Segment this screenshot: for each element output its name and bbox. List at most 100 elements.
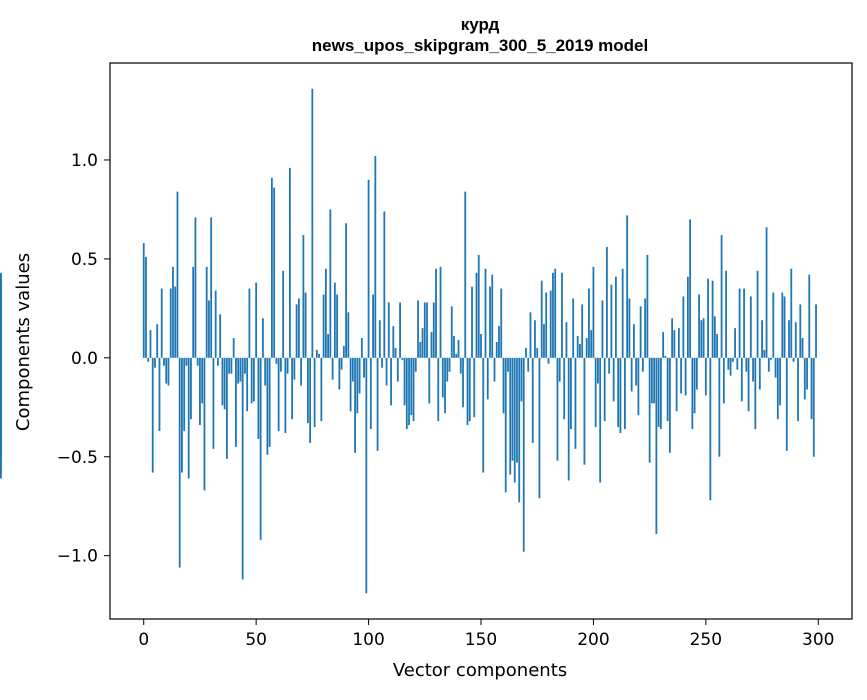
- bar-135: [446, 357, 449, 382]
- bar-356: [0, 286, 2, 358]
- bar-223: [644, 298, 647, 358]
- x-tick-label-6: 300: [802, 630, 834, 650]
- bar-74: [309, 357, 312, 443]
- bars-group: [0, 88, 817, 594]
- bar-117: [405, 357, 408, 430]
- bar-46: [246, 357, 249, 412]
- bar-18: [183, 357, 186, 432]
- bar-213: [621, 268, 624, 358]
- bar-0: [142, 243, 145, 358]
- bar-116: [403, 357, 406, 406]
- bar-287: [788, 320, 790, 358]
- bar-128: [430, 332, 433, 358]
- bar-20: [187, 357, 190, 479]
- bar-10: [165, 357, 168, 384]
- bar-6: [156, 324, 159, 358]
- bar-169: [522, 357, 525, 552]
- bar-161: [504, 357, 507, 493]
- bar-97: [360, 338, 363, 358]
- bar-180: [547, 357, 550, 364]
- bar-232: [664, 355, 667, 358]
- bar-183: [554, 268, 557, 358]
- bar-79: [320, 357, 323, 422]
- bar-195: [581, 304, 584, 358]
- bar-145: [468, 357, 471, 422]
- bar-108: [385, 357, 388, 386]
- bar-71: [302, 235, 305, 358]
- bar-93: [351, 357, 354, 382]
- bar-111: [392, 326, 395, 358]
- bar-260: [727, 357, 730, 370]
- bar-150: [480, 334, 482, 358]
- bar-197: [585, 338, 588, 358]
- bar-267: [743, 288, 745, 358]
- bar-43: [239, 357, 242, 382]
- bar-33: [217, 357, 219, 366]
- bar-278: [767, 357, 770, 372]
- x-axis-label: Vector components: [393, 660, 567, 681]
- bar-12: [169, 288, 172, 358]
- bar-258: [722, 357, 725, 404]
- bar-280: [772, 292, 775, 358]
- bar-170: [525, 347, 527, 358]
- bar-30: [210, 217, 213, 358]
- bar-154: [489, 286, 491, 358]
- bar-151: [482, 357, 485, 473]
- bar-132: [439, 266, 442, 358]
- bar-179: [545, 292, 548, 358]
- bar-218: [633, 324, 635, 358]
- bar-293: [801, 338, 804, 358]
- bar-26: [201, 357, 204, 404]
- bar-49: [253, 357, 255, 402]
- bar-245: [693, 357, 696, 414]
- bar-159: [500, 288, 503, 358]
- bar-59: [275, 357, 278, 364]
- bar-296: [808, 274, 811, 358]
- bar-96: [358, 357, 361, 394]
- bar-155: [491, 274, 494, 358]
- bar-106: [381, 357, 383, 368]
- bar-112: [394, 347, 397, 358]
- bar-294: [803, 357, 806, 400]
- bar-201: [594, 357, 597, 428]
- y-tick-label-4: 1.0: [71, 151, 98, 171]
- bar-238: [677, 328, 680, 358]
- bar-32: [214, 290, 217, 358]
- bar-286: [785, 357, 788, 451]
- bar-102: [372, 294, 374, 358]
- bar-58: [273, 187, 276, 358]
- bar-259: [725, 270, 727, 358]
- bar-136: [448, 357, 451, 372]
- bar-45: [244, 357, 246, 374]
- bar-55: [266, 357, 269, 455]
- bar-27: [203, 357, 206, 491]
- bar-255: [716, 334, 718, 358]
- bar-109: [387, 302, 390, 358]
- bar-62: [282, 270, 285, 358]
- bar-212: [619, 357, 622, 434]
- bar-263: [734, 328, 736, 358]
- bar-251: [707, 278, 709, 358]
- x-tick-label-3: 150: [465, 630, 497, 650]
- bar-172: [529, 312, 532, 358]
- bar-138: [453, 336, 455, 358]
- bar-202: [597, 357, 599, 384]
- bar-19: [185, 357, 188, 366]
- bar-271: [752, 357, 754, 382]
- bar-158: [498, 326, 500, 358]
- bar-146: [471, 286, 473, 358]
- y-tick-label-3: 0.5: [71, 250, 98, 270]
- bar-167: [518, 357, 521, 503]
- bar-101: [369, 357, 372, 430]
- bar-81: [324, 268, 327, 358]
- bar-17: [181, 357, 183, 473]
- bar-225: [648, 357, 651, 463]
- bar-142: [462, 357, 464, 408]
- bar-246: [695, 357, 698, 390]
- bar-162: [507, 357, 509, 372]
- bar-144: [466, 357, 469, 426]
- bar-54: [264, 357, 267, 386]
- bar-3: [149, 330, 152, 358]
- bar-21: [190, 357, 192, 420]
